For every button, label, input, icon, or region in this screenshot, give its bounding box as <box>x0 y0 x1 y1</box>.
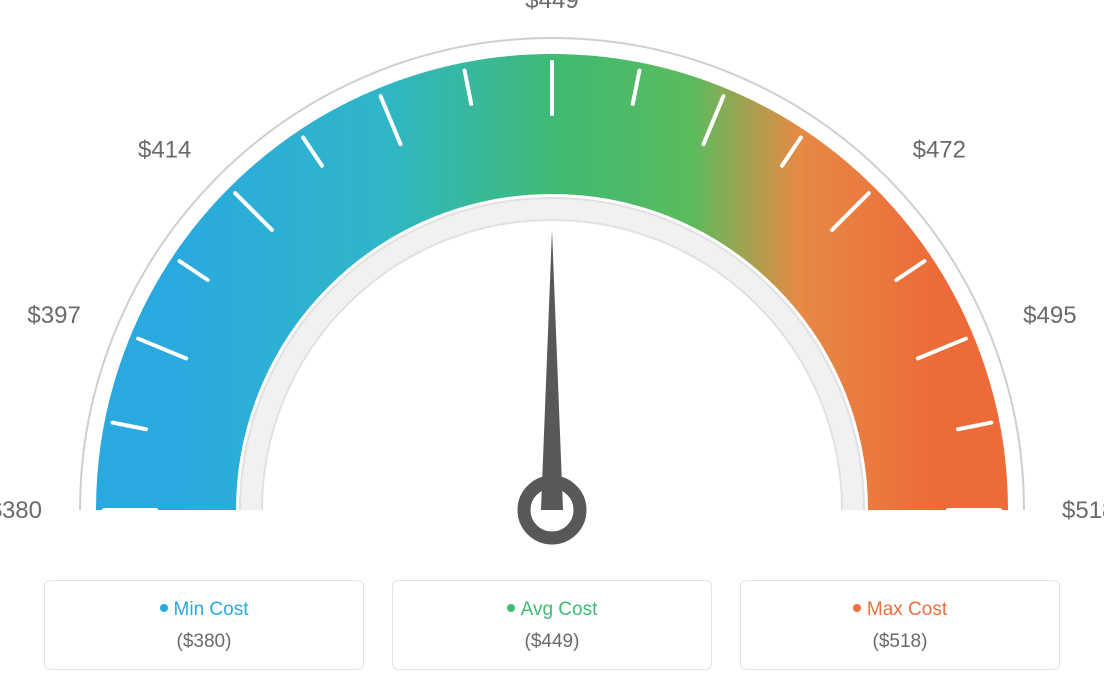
legend-dot-avg <box>507 604 515 612</box>
legend-label-min: Min Cost <box>174 599 249 620</box>
svg-text:$495: $495 <box>1023 302 1076 329</box>
svg-text:$449: $449 <box>525 0 578 14</box>
legend-title-min: Min Cost <box>55 599 353 621</box>
legend-card-min: Min Cost ($380) <box>44 580 364 670</box>
legend-label-avg: Avg Cost <box>521 599 598 620</box>
legend-title-avg: Avg Cost <box>403 599 701 621</box>
svg-text:$380: $380 <box>0 497 42 524</box>
legend-value-min: ($380) <box>55 631 353 653</box>
legend-value-avg: ($449) <box>403 631 701 653</box>
svg-text:$414: $414 <box>138 136 191 163</box>
legend-dot-max <box>853 604 861 612</box>
legend-card-avg: Avg Cost ($449) <box>392 580 712 670</box>
svg-text:$397: $397 <box>27 302 80 329</box>
legend-title-max: Max Cost <box>751 599 1049 621</box>
svg-text:$518: $518 <box>1062 497 1104 524</box>
cost-gauge-widget: $380 $397 $414 $449 $472 $495 $518 Min Cost ($… <box>0 0 1104 690</box>
legend-value-max: ($518) <box>751 631 1049 653</box>
svg-text:$472: $472 <box>913 136 966 163</box>
legend-card-max: Max Cost ($518) <box>740 580 1060 670</box>
legend-dot-min <box>160 604 168 612</box>
gauge-chart: $380 $397 $414 $449 $472 $495 $518 <box>0 0 1104 560</box>
legend-row: Min Cost ($380) Avg Cost ($449) Max Cost… <box>0 580 1104 670</box>
legend-label-max: Max Cost <box>867 599 947 620</box>
